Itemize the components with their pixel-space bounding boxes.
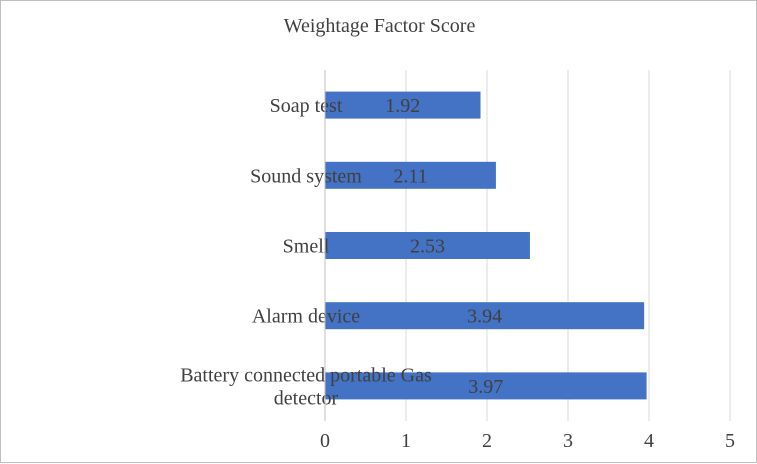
x-tick-label: 2	[482, 430, 492, 452]
bar	[325, 372, 647, 400]
data-label: 2.53	[410, 236, 445, 258]
data-label: 1.92	[385, 95, 420, 117]
data-label: 3.97	[468, 376, 503, 398]
bar	[325, 232, 530, 259]
x-tick-label: 1	[401, 430, 411, 452]
bar	[325, 91, 481, 119]
x-tick-label: 4	[644, 430, 654, 452]
x-tick-label: 3	[563, 430, 573, 452]
category-label: Soap test	[270, 95, 343, 117]
category-label: Alarm device	[252, 306, 360, 328]
x-tick-label: 0	[320, 430, 330, 452]
bar	[325, 302, 645, 330]
data-label: 2.11	[393, 165, 427, 187]
category-label: Sound system	[250, 165, 362, 187]
chart-title: Weightage Factor Score	[283, 15, 476, 37]
data-label: 3.94	[467, 306, 502, 328]
category-label: Smell	[283, 236, 330, 258]
x-tick-label: 5	[725, 430, 735, 452]
category-label: detector	[274, 387, 339, 409]
category-label: Battery connected portable Gas	[180, 364, 432, 386]
bar	[325, 161, 496, 189]
